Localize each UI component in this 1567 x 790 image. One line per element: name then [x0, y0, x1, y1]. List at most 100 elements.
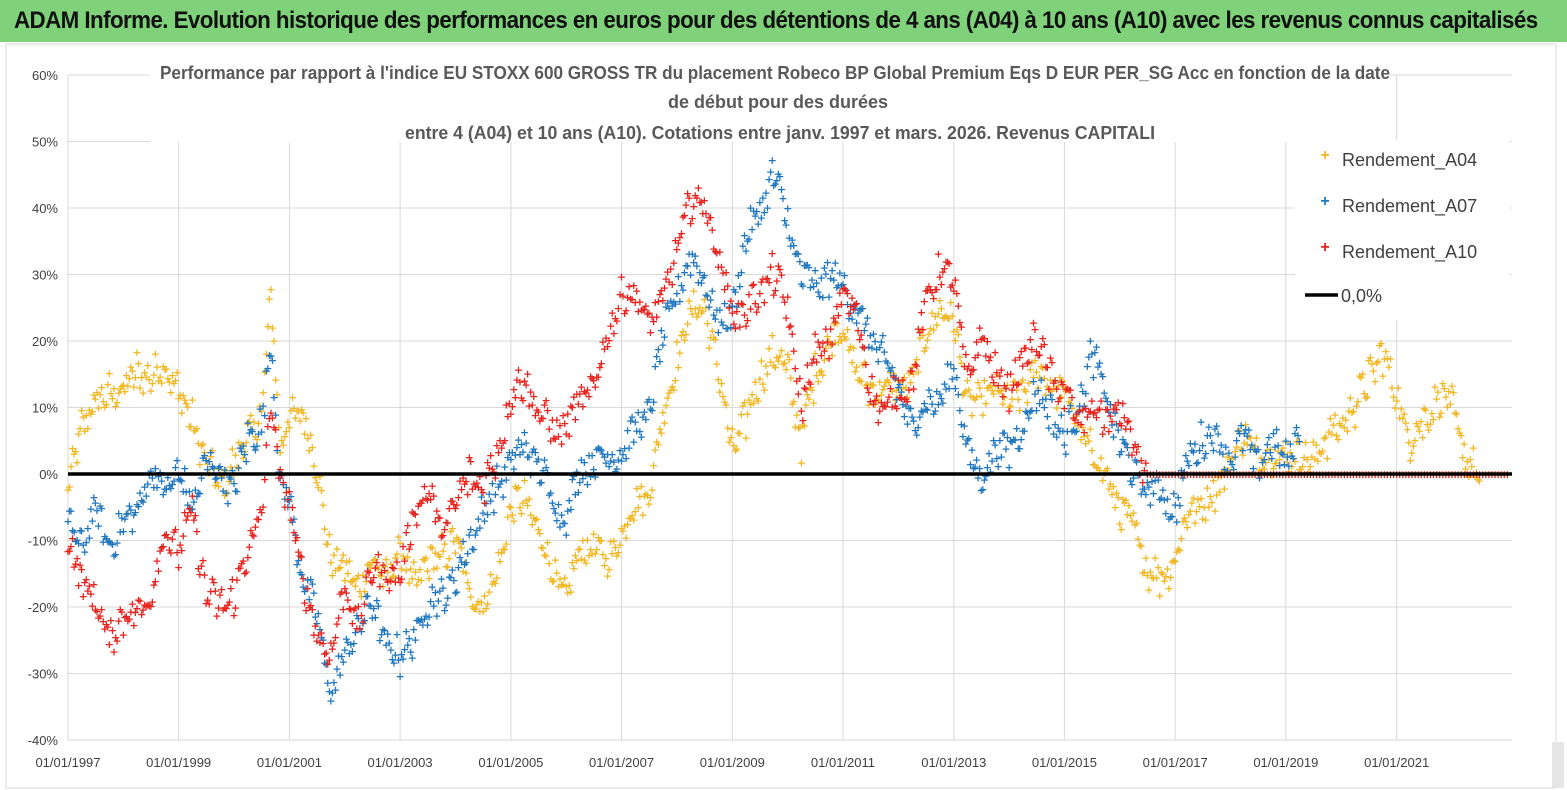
data-point: + [309, 460, 318, 473]
data-point: + [1026, 363, 1035, 376]
data-point: + [171, 461, 180, 474]
data-point: + [371, 561, 380, 574]
data-point: + [1098, 474, 1107, 487]
data-point: + [952, 287, 961, 300]
data-point: + [601, 332, 610, 345]
data-point: + [684, 295, 693, 308]
data-point: + [863, 312, 872, 325]
data-point: + [346, 638, 355, 651]
data-point: + [212, 476, 221, 489]
data-point: + [827, 337, 836, 350]
data-point: + [1387, 382, 1396, 395]
data-point: + [286, 490, 295, 503]
data-point: + [363, 590, 372, 603]
data-point: + [729, 318, 738, 331]
data-point: + [689, 256, 698, 269]
data-point: + [486, 449, 495, 462]
data-point: + [1332, 429, 1341, 442]
data-point: + [179, 485, 188, 498]
data-point: + [117, 380, 126, 393]
data-point: + [774, 168, 783, 181]
data-point: + [594, 442, 603, 455]
data-point: + [626, 292, 635, 305]
data-point: + [497, 442, 506, 455]
data-point: + [1249, 443, 1258, 456]
data-point: + [654, 295, 663, 308]
data-point: + [629, 279, 638, 292]
data-point: + [243, 416, 252, 429]
data-point: + [1287, 450, 1296, 463]
data-point: + [1123, 416, 1132, 429]
data-point: + [895, 378, 904, 391]
data-point: + [1436, 406, 1445, 419]
data-point: + [1009, 375, 1018, 388]
data-point: + [1252, 445, 1261, 458]
data-point: + [1338, 412, 1347, 425]
data-point: + [940, 262, 949, 275]
data-point: + [549, 502, 558, 515]
data-point: + [1040, 338, 1049, 351]
data-point: + [369, 571, 378, 584]
data-point: + [1110, 407, 1119, 420]
data-point: + [463, 576, 472, 589]
data-point: + [381, 639, 390, 652]
data-point: + [726, 294, 735, 307]
data-point: + [721, 266, 730, 279]
data-point: + [946, 358, 955, 371]
data-point: + [649, 315, 658, 328]
data-point: + [226, 460, 235, 473]
data-point: + [458, 535, 467, 548]
data-point: + [402, 526, 411, 539]
data-point: + [114, 507, 123, 520]
data-point: + [823, 330, 832, 343]
data-point: + [1081, 387, 1090, 400]
data-point: + [581, 557, 590, 570]
data-point: + [801, 259, 810, 272]
data-point: + [835, 266, 844, 279]
data-point: + [810, 347, 819, 360]
data-point: + [531, 409, 540, 422]
data-point: + [389, 562, 398, 575]
data-point: + [1273, 445, 1282, 458]
data-point: + [1195, 500, 1204, 513]
data-point: + [987, 455, 996, 468]
data-point: + [1432, 393, 1441, 406]
data-point: + [884, 361, 893, 374]
data-point: + [292, 405, 301, 418]
data-point: + [1209, 474, 1218, 487]
data-point: + [1267, 452, 1276, 465]
data-point: + [1117, 445, 1126, 458]
data-point: + [841, 333, 850, 346]
data-point: + [1160, 494, 1169, 507]
data-point: + [1236, 443, 1245, 456]
data-point: + [749, 397, 758, 410]
data-point: + [709, 243, 718, 256]
data-point: + [1195, 444, 1204, 457]
data-point: + [1355, 370, 1364, 383]
data-point: + [1084, 406, 1093, 419]
data-point: + [212, 472, 221, 485]
data-point: + [1204, 421, 1213, 434]
data-point: + [1223, 450, 1232, 463]
data-point: + [849, 342, 858, 355]
data-point: + [1098, 370, 1107, 383]
data-point: + [206, 585, 215, 598]
data-point: + [1406, 454, 1415, 467]
data-point: + [328, 569, 337, 582]
y-tick-label: -10% [28, 534, 59, 549]
data-point: + [398, 652, 407, 665]
data-point: + [1043, 410, 1052, 423]
legend-backdrop [1295, 140, 1510, 320]
data-point: + [1052, 431, 1061, 444]
data-point: + [1449, 386, 1458, 399]
data-point: + [1015, 442, 1024, 455]
data-point: + [875, 341, 884, 354]
data-point: + [952, 323, 961, 336]
data-point: + [455, 551, 464, 564]
data-point: + [1456, 429, 1465, 442]
data-point: + [1129, 441, 1138, 454]
data-point: + [1043, 361, 1052, 374]
data-point: + [406, 563, 415, 576]
data-point: + [282, 481, 291, 494]
data-point: + [680, 266, 689, 279]
